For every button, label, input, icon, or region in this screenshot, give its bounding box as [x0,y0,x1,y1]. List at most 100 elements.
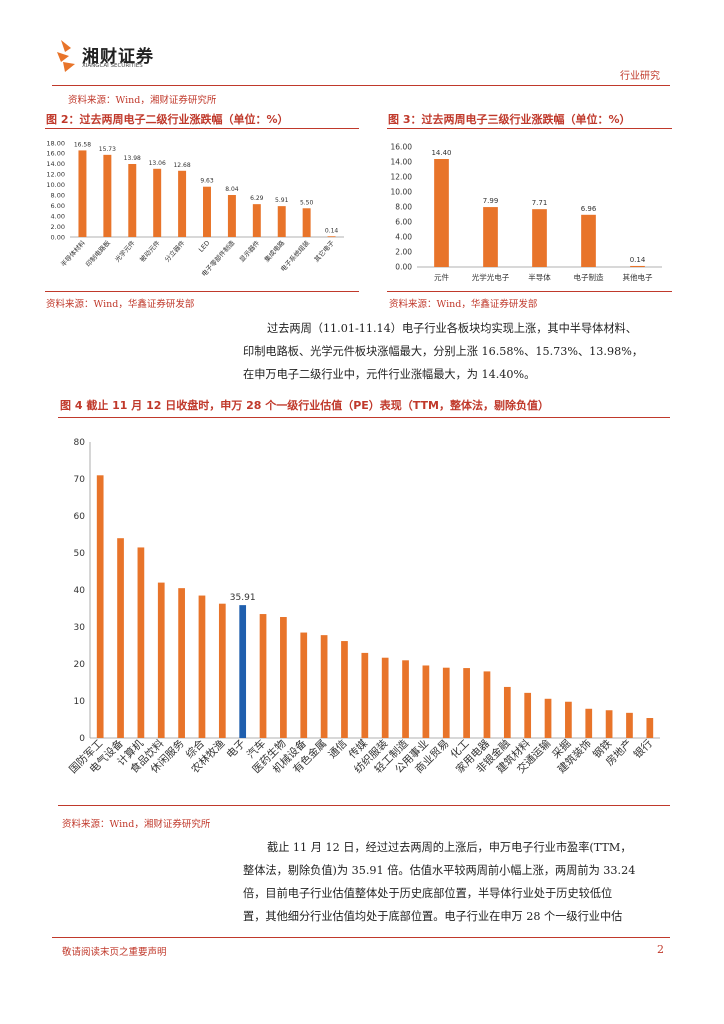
paragraph-2: 截止 11 月 12 日，经过过去两周的上涨后，申万电子行业市盈率(TTM， 整… [243,836,671,928]
bar [361,652,369,738]
fig4-title: 图 4 截止 11 月 12 日收盘时，申万 28 个一级行业估值（PE）表现（… [60,399,549,412]
y-tick-label: 6.00 [395,218,412,227]
data-label: 5.91 [275,197,289,204]
paragraph-2-line: 倍，目前电子行业估值整体处于历史底部位置，半导体行业处于历史较低位 [243,887,613,900]
y-tick-label: 16.00 [391,143,413,152]
y-tick-label: 10.00 [391,188,413,197]
data-label: 15.73 [99,146,116,153]
bar [300,632,308,738]
bar [483,207,498,267]
bar [402,660,409,738]
bar [78,150,87,237]
header-rule [52,85,670,86]
paragraph-1-line: 印制电路板、光学元件板块涨幅最大，分别上涨 16.58%、15.73%、13.9… [243,345,644,358]
bar [646,718,654,738]
x-tick-label: 元件 [434,272,449,282]
data-label: 35.91 [230,593,256,603]
logo: 湘财证券 XIANGCAI SECURITIES [55,38,175,74]
data-label: 0.14 [630,256,646,264]
y-tick-label: 12.00 [46,171,65,179]
source-top: 资料来源：Wind，湘财证券研究所 [68,95,217,106]
data-label: 8.04 [225,186,239,193]
x-tick-label: 电子制造 [574,272,604,282]
bar [532,209,547,267]
bar [544,698,552,738]
data-label: 7.71 [532,199,548,207]
fig4-title-rule [58,417,670,418]
paragraph-1-line: 过去两周（11.01-11.14）电子行业各板块均实现上涨，其中半导体材料、 [267,322,637,335]
x-tick-label: 集成电路 [262,238,286,264]
y-tick-label: 18.00 [46,139,65,147]
x-tick-label: 分立器件 [162,238,186,264]
y-tick-label: 50 [74,549,86,559]
x-tick-label: 通信 [326,738,349,761]
y-tick-label: 4.00 [395,233,412,242]
x-tick-label: 被动元件 [138,238,162,264]
fig2-title-rule [45,128,359,129]
y-tick-label: 4.00 [51,212,65,220]
bar [198,595,206,738]
fig3-title-rule [387,128,672,129]
paragraph-1-line: 在申万电子二级行业中，元件行业涨幅最大，为 14.40%。 [243,368,536,381]
bar [565,701,572,738]
y-tick-label: 2.00 [51,223,65,231]
bar [128,163,137,237]
data-label: 13.98 [124,155,141,162]
data-label: 5.50 [300,199,314,206]
y-tick-label: 80 [74,438,86,448]
bar [422,665,430,738]
bar [381,657,389,738]
header-section: 行业研究 [620,71,660,82]
bar [626,712,633,738]
y-tick-label: 12.00 [391,173,413,182]
x-tick-label: LED [197,239,211,254]
x-tick-label: 银行 [631,737,655,761]
y-tick-label: 14.00 [391,158,413,167]
y-tick-label: 6.00 [51,202,65,210]
bar [178,588,185,738]
y-tick-label: 10 [74,697,86,707]
paragraph-2-line: 截止 11 月 12 日，经过过去两周的上涨后，申万电子行业市盈率(TTM， [267,841,632,854]
x-tick-label: 其它电子 [312,238,336,264]
data-label: 16.58 [74,141,91,148]
y-tick-label: 16.00 [46,150,65,158]
paragraph-2-line: 整体法，剔除负值)为 35.91 倍。估值水平较两周前小幅上涨，两周前为 33.… [243,864,636,877]
bar [252,204,261,237]
fig4-chart: 80706050403020100国防军工电气设备计算机食品饮料休闲服务综合农林… [66,438,660,776]
y-tick-label: 20 [74,660,86,670]
y-tick-label: 60 [74,512,86,522]
bar [178,170,187,237]
x-tick-label: 印制电路板 [83,238,112,269]
bar [239,605,247,738]
fig3-chart: 16.00 14.00 12.00 10.00 8.00 6.00 4.00 2.00 0.00… [391,143,662,282]
bar [503,686,511,738]
bar [302,208,311,237]
footer-rule [52,937,670,938]
bar [463,668,470,738]
data-label: 13.06 [149,160,166,167]
page-number: 2 [657,943,664,956]
fig2-chart: 18.00 16.00 14.00 12.00 10.00 8.00 6.00 4.00 2.0… [46,139,344,278]
x-tick-label: 光学元件 [113,238,137,264]
logo-en: XIANGCAI SECURITIES [82,63,143,69]
y-tick-label: 0.00 [395,263,412,272]
bar [218,603,226,738]
data-label: 12.68 [173,162,190,169]
x-tick-label: 其他电子 [623,272,653,282]
x-tick-label: 半导体 [528,272,551,282]
bar [630,265,645,267]
y-tick-label: 10.00 [46,181,65,189]
bar [442,667,450,738]
fig3-source: 资料来源：Wind，华鑫证券研发部 [389,299,538,310]
data-label: 9.63 [200,178,214,185]
bar [581,214,596,267]
data-label: 7.99 [483,197,499,205]
x-tick-label: 光学光电子 [472,272,510,282]
bar [280,617,287,738]
x-tick-label: 半导体材料 [59,238,88,269]
y-tick-label: 40 [74,586,86,596]
bar [157,582,165,738]
bar [327,236,336,238]
bar [259,614,267,738]
bar [137,547,145,738]
